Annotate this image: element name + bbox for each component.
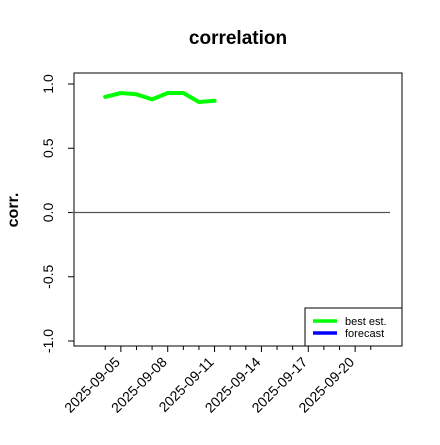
y-axis: -1.0 -0.5 0.0 0.5 1.0: [40, 74, 74, 353]
y-tick-label: 0.0: [40, 203, 56, 223]
series-group: [103, 91, 217, 104]
y-tick-label: 0.5: [40, 138, 56, 158]
y-tick-label: -1.0: [40, 329, 56, 353]
y-tick-label: 1.0: [40, 74, 56, 94]
y-axis-label: corr.: [5, 193, 22, 228]
series-line-best-est: [103, 91, 217, 104]
y-tick-label: -0.5: [40, 264, 56, 288]
legend-label: forecast: [345, 328, 384, 340]
legend-label: best est.: [345, 316, 387, 328]
legend: best est.forecast: [304, 307, 403, 347]
plot-frame: [73, 72, 403, 347]
x-axis: 2025-09-052025-09-082025-09-112025-09-14…: [61, 346, 372, 416]
chart-title: correlation: [189, 28, 287, 49]
legend-box: [304, 307, 403, 347]
